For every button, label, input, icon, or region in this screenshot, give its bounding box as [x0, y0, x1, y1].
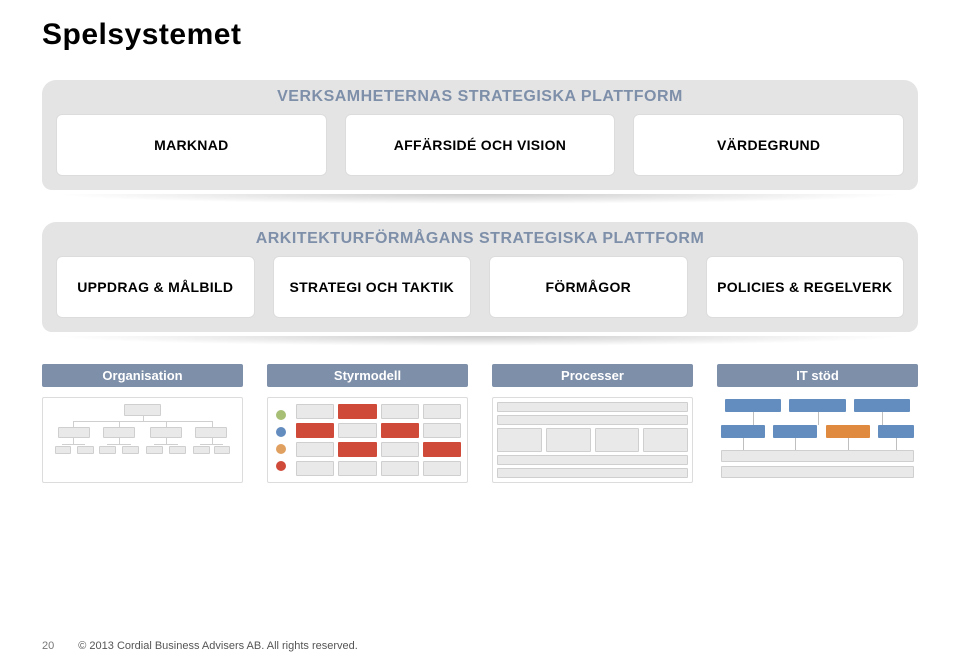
- calendar-cell: [338, 461, 376, 476]
- card-formagor: FÖRMÅGOR: [489, 256, 688, 318]
- illus-processes: [492, 397, 693, 483]
- calendar-cell: [423, 404, 461, 419]
- calendar-cell: [423, 461, 461, 476]
- illus-calendar: [267, 397, 468, 483]
- card-strategi: STRATEGI OCH TAKTIK: [273, 256, 472, 318]
- shadow-divider: [52, 194, 908, 204]
- calendar-dots: [276, 406, 290, 474]
- footer: 20 © 2013 Cordial Business Advisers AB. …: [42, 640, 358, 652]
- card-affarside: AFFÄRSIDÉ OCH VISION: [345, 114, 616, 176]
- page-number: 20: [42, 640, 54, 652]
- calendar-cell: [296, 461, 334, 476]
- calendar-dot: [276, 427, 286, 437]
- card-uppdrag: UPPDRAG & MÅLBILD: [56, 256, 255, 318]
- col-header-styrmodell: Styrmodell: [267, 364, 468, 387]
- process-bar: [497, 402, 688, 412]
- platform-mid-cards: UPPDRAG & MÅLBILD STRATEGI OCH TAKTIK FÖ…: [56, 256, 904, 318]
- calendar-dot: [276, 461, 286, 471]
- calendar-cell: [423, 423, 461, 438]
- platform-top-cards: MARKNAD AFFÄRSIDÉ OCH VISION VÄRDEGRUND: [56, 114, 904, 176]
- illus-itstod: [717, 397, 918, 483]
- card-marknad: MARKNAD: [56, 114, 327, 176]
- calendar-cell: [338, 423, 376, 438]
- calendar-cell: [296, 404, 334, 419]
- process-bar: [497, 455, 688, 465]
- process-bar: [497, 468, 688, 478]
- col-itstod: IT stöd: [717, 364, 918, 483]
- col-styrmodell: Styrmodell: [267, 364, 468, 483]
- bottom-columns: Organisation: [42, 364, 918, 483]
- copyright-text: © 2013 Cordial Business Advisers AB. All…: [78, 640, 358, 652]
- calendar-cell: [423, 442, 461, 457]
- platform-mid: ARKITEKTURFÖRMÅGANS STRATEGISKA PLATTFOR…: [42, 222, 918, 332]
- calendar-cell: [381, 423, 419, 438]
- platform-mid-title: ARKITEKTURFÖRMÅGANS STRATEGISKA PLATTFOR…: [56, 230, 904, 248]
- col-header-itstod: IT stöd: [717, 364, 918, 387]
- illus-orgchart: [42, 397, 243, 483]
- platform-top-wrap: VERKSAMHETERNAS STRATEGISKA PLATTFORM MA…: [42, 80, 918, 204]
- col-header-processer: Processer: [492, 364, 693, 387]
- process-bar: [497, 415, 688, 425]
- slide: Spelsystemet VERKSAMHETERNAS STRATEGISKA…: [0, 0, 960, 666]
- col-header-organisation: Organisation: [42, 364, 243, 387]
- process-lanes: [497, 428, 688, 452]
- calendar-cell: [296, 423, 334, 438]
- shadow-divider: [52, 336, 908, 346]
- platform-top: VERKSAMHETERNAS STRATEGISKA PLATTFORM MA…: [42, 80, 918, 190]
- platform-mid-wrap: ARKITEKTURFÖRMÅGANS STRATEGISKA PLATTFOR…: [42, 222, 918, 346]
- calendar-cell: [381, 461, 419, 476]
- card-policies: POLICIES & REGELVERK: [706, 256, 905, 318]
- calendar-cell: [296, 442, 334, 457]
- card-vardegrund: VÄRDEGRUND: [633, 114, 904, 176]
- calendar-cell: [381, 404, 419, 419]
- calendar-dot: [276, 444, 286, 454]
- col-organisation: Organisation: [42, 364, 243, 483]
- platform-top-title: VERKSAMHETERNAS STRATEGISKA PLATTFORM: [56, 88, 904, 106]
- calendar-cell: [338, 442, 376, 457]
- calendar-cell: [338, 404, 376, 419]
- calendar-cell: [381, 442, 419, 457]
- page-title: Spelsystemet: [42, 18, 918, 52]
- col-processer: Processer: [492, 364, 693, 483]
- calendar-dot: [276, 410, 286, 420]
- calendar-grid: [296, 404, 461, 476]
